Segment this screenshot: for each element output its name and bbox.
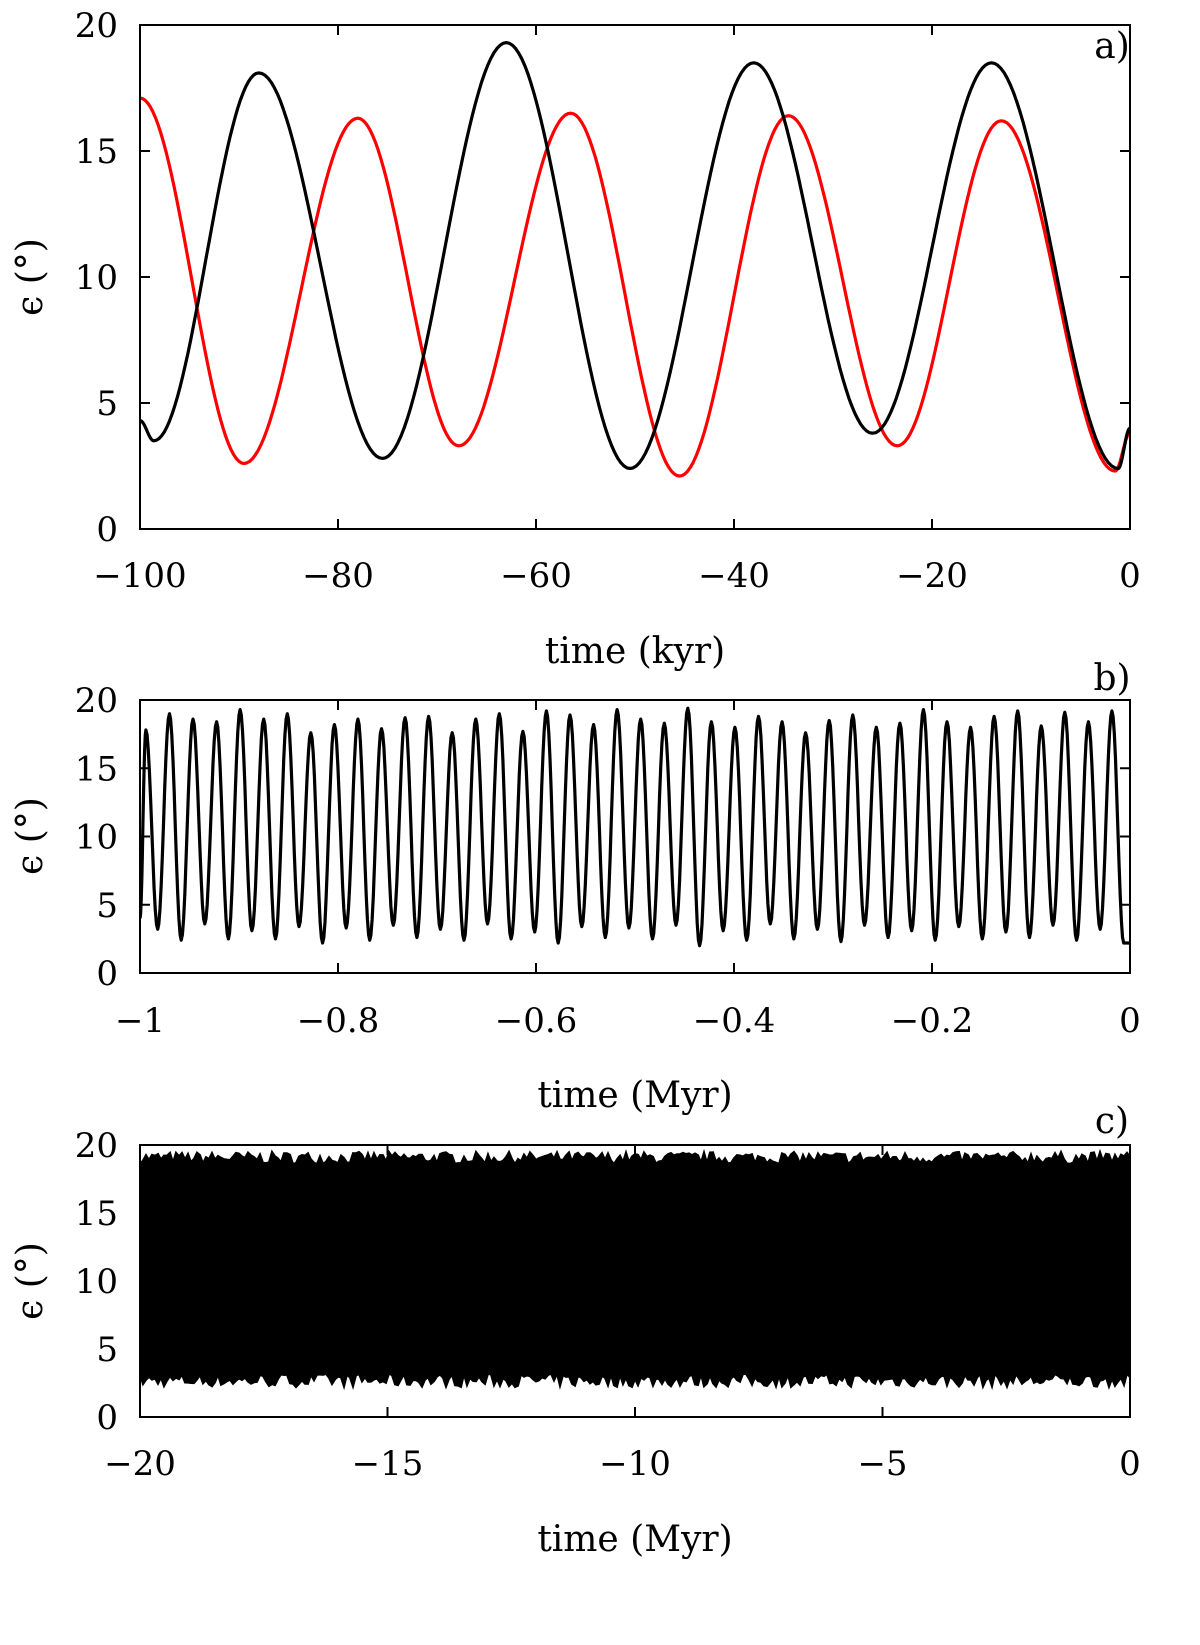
- x-tick-label: 0: [1119, 1444, 1141, 1484]
- series-black-band: [139, 1148, 1131, 1391]
- plot-frame: [139, 24, 1131, 530]
- x-tick-label: −0.4: [693, 1001, 776, 1041]
- y-tick-label: 15: [75, 132, 118, 172]
- y-tick-label: 20: [75, 681, 118, 721]
- panel-label: a): [1094, 26, 1130, 67]
- y-tick-label: 15: [75, 749, 118, 789]
- y-tick-label: 0: [96, 1398, 118, 1438]
- panel-b: −1 −0.8 −0.6 −0.4 −0.2 0 0 5 10 15 20 time (Myr) ϵ (…: [10, 658, 1141, 1116]
- x-tick-label: 0: [1119, 1001, 1141, 1041]
- x-axis-label: time (kyr): [545, 631, 725, 672]
- x-axis-label: time (Myr): [537, 1075, 732, 1116]
- x-tick-label: −5: [857, 1444, 907, 1484]
- x-tick-label: −15: [352, 1444, 424, 1484]
- series-black-line: [140, 706, 1130, 948]
- x-tick-label: −20: [104, 1444, 176, 1484]
- x-tick-label: −100: [93, 556, 186, 596]
- y-tick-label: 5: [96, 384, 118, 424]
- x-tick-label: −10: [599, 1444, 671, 1484]
- panel-label: b): [1093, 658, 1130, 699]
- x-tick-label: −80: [302, 556, 374, 596]
- x-tick-label: −60: [500, 556, 572, 596]
- x-tick-label: −0.8: [297, 1001, 380, 1041]
- x-tick-label: −1: [115, 1001, 165, 1041]
- y-tick-label: 15: [75, 1194, 118, 1234]
- y-tick-label: 10: [75, 1262, 118, 1302]
- x-tick-label: −0.6: [495, 1001, 578, 1041]
- series-black-line: [140, 41, 1130, 471]
- panel-a: −100 −80 −60 −40 −20 0 0 5 10 15 20 time (kyr) ϵ (°)…: [10, 6, 1141, 672]
- y-axis-label: ϵ (°): [10, 797, 51, 875]
- x-tick-label: −0.2: [891, 1001, 974, 1041]
- x-tick-label: −20: [896, 556, 968, 596]
- x-axis-label: time (Myr): [537, 1519, 732, 1560]
- x-tick-label: 0: [1119, 556, 1141, 596]
- y-tick-label: 20: [75, 6, 118, 46]
- y-tick-label: 0: [96, 510, 118, 550]
- panel-c: −20 −15 −10 −5 0 0 5 10 15 20 time (Myr) ϵ (°) c): [10, 1101, 1141, 1560]
- y-axis-label: ϵ (°): [10, 1242, 51, 1320]
- x-tick-label: −40: [698, 556, 770, 596]
- y-axis-label: ϵ (°): [10, 238, 51, 316]
- y-tick-label: 5: [96, 1330, 118, 1370]
- y-tick-label: 20: [75, 1126, 118, 1166]
- series-red-line: [140, 96, 1130, 478]
- y-tick-label: 10: [75, 258, 118, 298]
- y-tick-label: 10: [75, 818, 118, 858]
- panel-label: c): [1095, 1101, 1129, 1142]
- y-tick-label: 5: [96, 886, 118, 926]
- y-tick-label: 0: [96, 954, 118, 994]
